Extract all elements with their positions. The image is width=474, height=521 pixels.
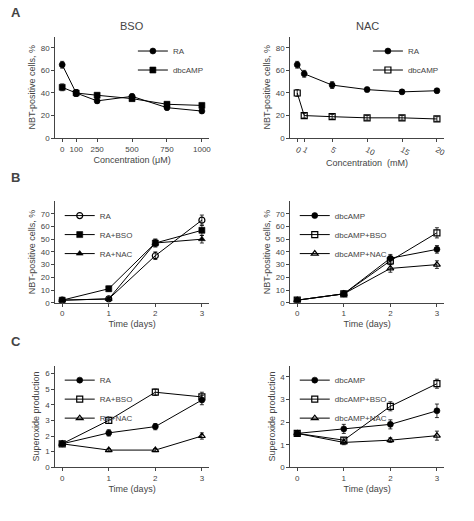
svg-text:20: 20 — [276, 111, 285, 120]
svg-text:A: A — [11, 5, 21, 20]
svg-text:dbcAMP: dbcAMP — [335, 376, 365, 385]
svg-text:NAC: NAC — [356, 20, 379, 32]
svg-text:RA: RA — [100, 212, 112, 221]
svg-text:B: B — [11, 170, 20, 185]
svg-text:dbcAMP+BSO: dbcAMP+BSO — [335, 395, 387, 404]
svg-text:0: 0 — [294, 145, 303, 155]
svg-text:3: 3 — [435, 474, 440, 483]
svg-text:50: 50 — [41, 235, 50, 244]
svg-text:2: 2 — [45, 432, 50, 441]
svg-text:2: 2 — [280, 418, 285, 427]
svg-text:1: 1 — [45, 447, 50, 456]
svg-text:1: 1 — [342, 474, 347, 483]
svg-text:30: 30 — [276, 260, 285, 269]
svg-text:10: 10 — [276, 286, 285, 295]
svg-text:3: 3 — [45, 416, 50, 425]
svg-text:60: 60 — [41, 66, 50, 75]
svg-text:RA+NAC: RA+NAC — [100, 414, 133, 423]
svg-text:30: 30 — [41, 260, 50, 269]
svg-text:dbcAMP: dbcAMP — [408, 66, 438, 75]
svg-text:20: 20 — [41, 111, 50, 120]
svg-text:3: 3 — [200, 309, 205, 318]
svg-text:NBT-positive cells, %: NBT-positive cells, % — [262, 45, 272, 130]
svg-text:40: 40 — [276, 89, 285, 98]
svg-text:dbcAMP: dbcAMP — [335, 212, 365, 221]
svg-text:4: 4 — [45, 401, 50, 410]
svg-text:Superoxide production: Superoxide production — [31, 371, 41, 461]
svg-text:20: 20 — [41, 273, 50, 282]
svg-text:0: 0 — [60, 309, 65, 318]
svg-text:4: 4 — [280, 373, 285, 382]
svg-text:C: C — [11, 334, 21, 349]
svg-text:1: 1 — [107, 309, 112, 318]
svg-text:60: 60 — [41, 222, 50, 231]
svg-text:70: 70 — [41, 210, 50, 219]
svg-text:5: 5 — [45, 385, 50, 394]
svg-text:1: 1 — [342, 309, 347, 318]
svg-text:RA: RA — [408, 47, 420, 56]
svg-text:10: 10 — [364, 145, 377, 158]
svg-text:0: 0 — [295, 309, 300, 318]
svg-text:1: 1 — [301, 145, 310, 155]
svg-text:NBT-positive cells, %: NBT-positive cells, % — [262, 210, 272, 295]
svg-text:NBT-positive cells, %: NBT-positive cells, % — [27, 45, 37, 130]
svg-text:BSO: BSO — [120, 20, 144, 32]
svg-text:dbcAMP: dbcAMP — [173, 66, 203, 75]
svg-text:0: 0 — [280, 299, 285, 308]
svg-text:40: 40 — [41, 248, 50, 257]
svg-text:60: 60 — [276, 66, 285, 75]
svg-text:0: 0 — [45, 463, 50, 472]
svg-text:RA: RA — [100, 376, 112, 385]
svg-text:40: 40 — [41, 89, 50, 98]
svg-text:0: 0 — [60, 474, 65, 483]
svg-text:Time (days): Time (days) — [343, 484, 390, 494]
svg-text:10: 10 — [41, 286, 50, 295]
svg-text:60: 60 — [276, 222, 285, 231]
svg-text:1: 1 — [107, 474, 112, 483]
svg-text:Time (days): Time (days) — [108, 319, 155, 329]
svg-text:Time (days): Time (days) — [343, 319, 390, 329]
svg-text:2: 2 — [153, 309, 158, 318]
svg-text:3: 3 — [200, 474, 205, 483]
svg-text:5: 5 — [329, 145, 338, 155]
svg-text:750: 750 — [160, 145, 174, 154]
svg-text:20: 20 — [276, 273, 285, 282]
svg-text:3: 3 — [435, 309, 440, 318]
svg-text:RA+NAC: RA+NAC — [100, 250, 133, 259]
svg-text:1: 1 — [280, 440, 285, 449]
svg-text:100: 100 — [69, 145, 83, 154]
svg-text:RA: RA — [173, 47, 185, 56]
svg-text:2: 2 — [388, 474, 393, 483]
svg-text:6: 6 — [45, 369, 50, 378]
svg-text:40: 40 — [276, 248, 285, 257]
svg-text:Concentration (μM): Concentration (μM) — [93, 155, 170, 165]
svg-text:2: 2 — [153, 474, 158, 483]
svg-text:0: 0 — [45, 299, 50, 308]
svg-text:80: 80 — [276, 44, 285, 53]
svg-text:dbcAMP+NAC: dbcAMP+NAC — [335, 250, 387, 259]
svg-text:1000: 1000 — [193, 145, 211, 154]
svg-text:50: 50 — [276, 235, 285, 244]
svg-text:3: 3 — [280, 395, 285, 404]
svg-text:0: 0 — [295, 474, 300, 483]
svg-text:Superoxide production: Superoxide production — [267, 371, 277, 461]
svg-text:70: 70 — [276, 210, 285, 219]
svg-text:20: 20 — [434, 145, 447, 158]
svg-text:500: 500 — [125, 145, 139, 154]
svg-text:0: 0 — [60, 145, 65, 154]
svg-text:2: 2 — [388, 309, 393, 318]
svg-text:250: 250 — [90, 145, 104, 154]
svg-text:15: 15 — [399, 145, 412, 158]
svg-text:RA+BSO: RA+BSO — [100, 231, 133, 240]
svg-text:0: 0 — [280, 463, 285, 472]
svg-text:80: 80 — [41, 44, 50, 53]
svg-text:Concentration (mM): Concentration (mM) — [326, 158, 408, 168]
svg-text:0: 0 — [280, 134, 285, 143]
svg-text:0: 0 — [45, 134, 50, 143]
svg-text:RA+BSO: RA+BSO — [100, 395, 133, 404]
svg-text:NBT-positive cells, %: NBT-positive cells, % — [27, 210, 37, 295]
svg-text:Time (days): Time (days) — [108, 484, 155, 494]
svg-text:dbcAMP+BSO: dbcAMP+BSO — [335, 231, 387, 240]
svg-text:dbcAMP+NAC: dbcAMP+NAC — [335, 414, 387, 423]
